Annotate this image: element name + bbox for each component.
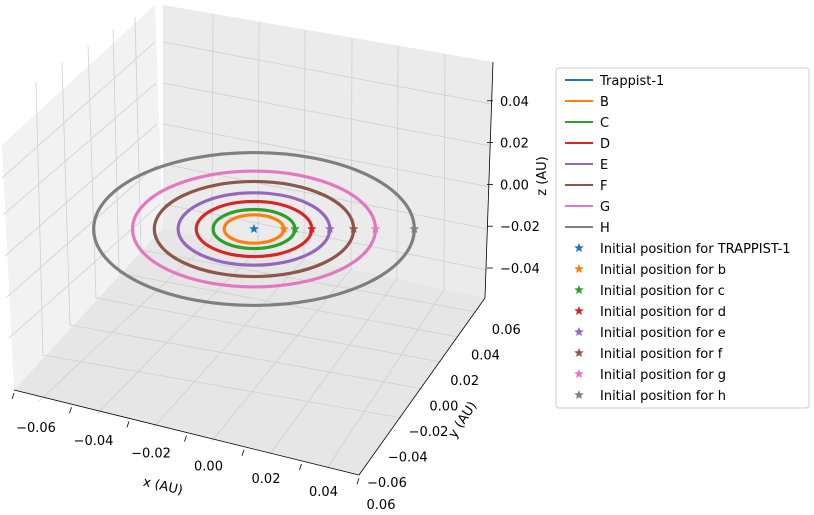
initial-position-marker [249, 223, 259, 234]
legend-entry-label: G [600, 200, 610, 215]
z-tick-label: 0.02 [500, 137, 529, 152]
legend-star-swatch [574, 368, 584, 379]
legend-entry-label: D [600, 137, 610, 152]
back-right-pane [163, 5, 493, 298]
legend-entry-label: Initial position for d [600, 305, 726, 320]
legend-star-swatch [574, 347, 584, 358]
axis-panes [2, 5, 493, 475]
initial-position-marker [278, 223, 289, 234]
z-tick-label: −0.02 [500, 220, 540, 235]
x-tick-label: 0.04 [309, 485, 338, 500]
legend-star-swatch [574, 242, 584, 253]
legend-entry-label: C [600, 116, 609, 131]
legend-frame [555, 67, 810, 409]
z-tick-label: −0.04 [500, 262, 540, 277]
z-tick-label: 0.04 [500, 95, 529, 110]
z-tick-label: 0.00 [500, 178, 529, 193]
legend-star-swatch [574, 284, 584, 295]
x-tick-label: 0.02 [252, 472, 281, 487]
x-tick-mark [126, 421, 130, 428]
y-tick-label: 0.06 [492, 323, 521, 338]
y-tick-label: −0.06 [367, 476, 407, 491]
x-tick-label: −0.04 [74, 434, 114, 449]
legend-entry-label: Initial position for e [600, 326, 726, 341]
y-tick-label: −0.04 [388, 451, 428, 466]
y-tick-label: 0.04 [471, 349, 500, 364]
y-tick-label: 0.02 [450, 374, 479, 389]
legend-star-swatch [574, 326, 584, 337]
axis-edges [13, 61, 494, 476]
initial-position-marker [348, 223, 359, 234]
x-axis-label: x (AU) [141, 475, 184, 499]
x-tick-mark [299, 463, 302, 471]
x-tick-label: 0.00 [194, 459, 223, 474]
legend-star-swatch [574, 305, 584, 316]
x-tick-label: −0.06 [16, 421, 56, 436]
back-left-pane [2, 5, 163, 390]
axis-ticks: −0.06 −0.04 −0.02 0.00 0.02 0.04 0.06 −0.06 −0.0… [11, 95, 540, 513]
z-axis-label: z (AU) [535, 156, 550, 196]
initial-position-marker [409, 223, 420, 234]
legend-entry-label: Initial position for b [600, 263, 726, 278]
legend-entry-label: H [600, 221, 610, 236]
y-tick-label: 0.00 [429, 400, 458, 415]
x-tick-mark [11, 392, 15, 400]
legend-star-swatch [574, 389, 584, 400]
x-tick-mark [356, 478, 360, 485]
legend-entry-label: E [600, 158, 608, 173]
legend-star-swatch [574, 263, 584, 274]
x-tick-mark [241, 449, 245, 456]
x-tick-mark [184, 435, 187, 442]
initial-position-marker [324, 223, 335, 234]
legend-entry-label: Initial position for TRAPPIST-1 [600, 242, 791, 257]
initial-position-marker [306, 223, 317, 234]
initial-position-marker [370, 223, 381, 234]
initial-position-markers [249, 223, 420, 234]
x-tick-label: 0.06 [367, 498, 396, 513]
legend-entry-label: Initial position for g [600, 368, 726, 383]
legend-entry-label: Initial position for h [600, 389, 726, 404]
initial-position-marker [289, 223, 300, 234]
y-tick-label: −0.02 [409, 425, 449, 440]
legend-entry-label: F [600, 179, 607, 194]
legend-entry-label: Initial position for c [600, 284, 725, 299]
floor-pane [14, 228, 485, 475]
legend-entry-label: B [600, 95, 609, 110]
x-tick-mark [69, 407, 72, 414]
x-tick-label: −0.02 [131, 447, 171, 462]
legend-entry-label: Trappist-1 [599, 74, 664, 89]
legend-entry-label: Initial position for f [600, 347, 723, 362]
